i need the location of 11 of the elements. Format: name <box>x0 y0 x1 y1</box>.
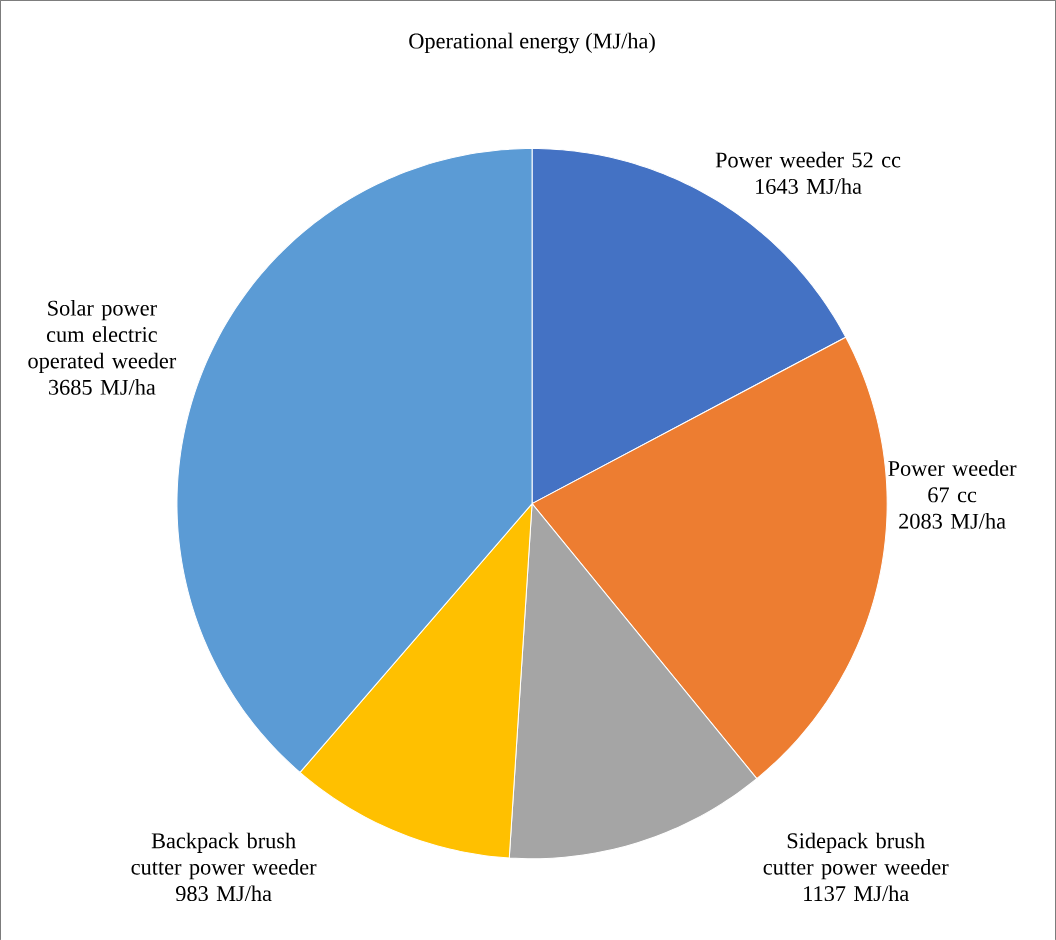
data-label: 2083 MJ/ha <box>899 512 1006 529</box>
chart-title: Operational energy (MJ/ha) <box>409 32 655 54</box>
data-label: 3685 MJ/ha <box>49 378 156 395</box>
slice-label: Power weeder 67 cc <box>888 460 1017 503</box>
data-label: 1643 MJ/ha <box>756 178 862 194</box>
slice-label: Backpack brush cutter power weeder <box>131 832 317 880</box>
slice-label: Solar power cum electric operated weeder <box>28 299 177 373</box>
slice-label: Sidepack brush cutter power weeder <box>763 832 949 880</box>
data-label: 1137 MJ/ha <box>804 885 909 901</box>
data-label: 983 MJ/ha <box>175 885 272 901</box>
slice-label: Power weeder 52 cc <box>715 151 901 168</box>
